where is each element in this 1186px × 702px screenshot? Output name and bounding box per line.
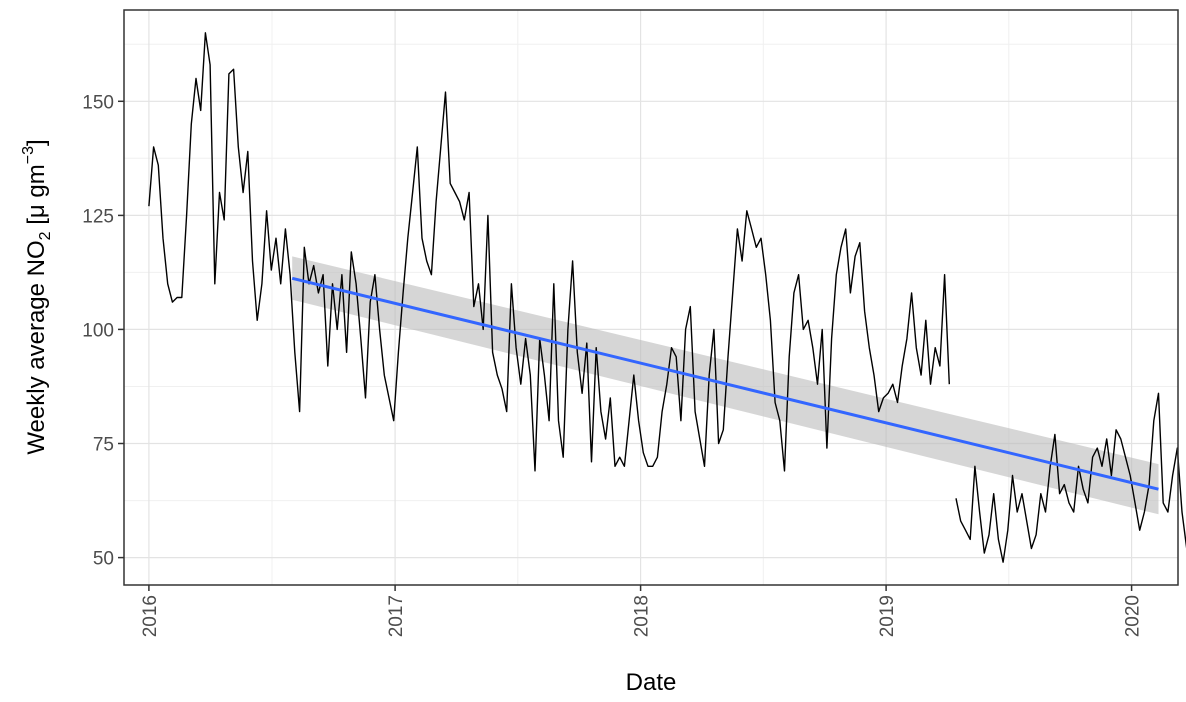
observed-line-segment-1	[148, 32, 950, 472]
panel-border	[123, 9, 1179, 586]
y-axis-title-subscript: 2	[37, 231, 54, 240]
x-tick-label-2018: 2018	[632, 595, 653, 637]
observed-series-layer	[148, 32, 1186, 563]
y-axis-title: Weekly average NO2 [μ gm−3]	[20, 139, 54, 454]
confidence-ribbon	[292, 256, 1159, 515]
y-tick-label-100: 100	[82, 320, 114, 341]
confidence-ribbon-layer	[292, 256, 1159, 515]
x-axis-ticks: 2016 2017 2018 2019 2020	[140, 585, 1144, 637]
trend-line-layer	[291, 276, 1159, 491]
linear-trend-line	[291, 276, 1159, 491]
y-axis-title-prefix: Weekly average NO	[23, 240, 50, 454]
y-tick-label-75: 75	[93, 435, 114, 456]
x-tick-label-2020: 2020	[1123, 595, 1144, 637]
x-tick-label-2019: 2019	[877, 595, 898, 637]
panel-background	[124, 10, 1178, 585]
x-tick-label-2016: 2016	[140, 595, 161, 637]
y-axis-title-unit-close: ]	[23, 139, 50, 146]
y-axis-title-superscript: −3	[20, 146, 37, 164]
y-axis-ticks: 50 75 100 125 150	[82, 92, 124, 570]
x-tick-label-2017: 2017	[386, 595, 407, 637]
observed-line-segment-2	[955, 392, 1186, 563]
y-tick-label-50: 50	[93, 549, 114, 570]
x-axis-title: Date	[626, 669, 677, 696]
y-tick-label-125: 125	[82, 206, 114, 227]
y-axis-title-unit-open: [μ gm	[23, 164, 50, 231]
y-tick-label-150: 150	[82, 92, 114, 113]
